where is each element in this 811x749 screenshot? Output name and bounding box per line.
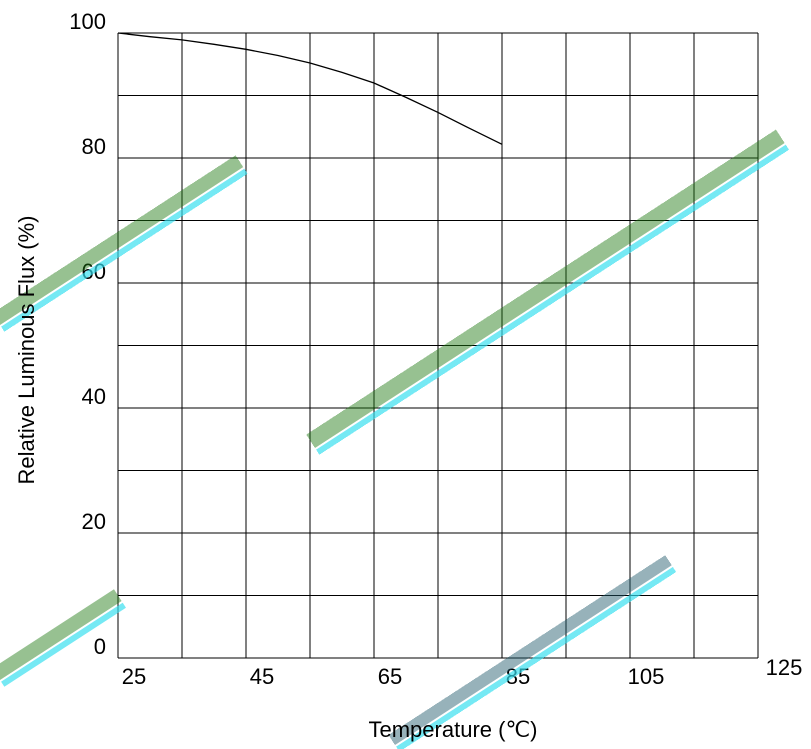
tick-labels: 25456585105125020406080100: [69, 9, 802, 689]
series-line: [117, 32, 503, 145]
watermark: [0, 129, 790, 749]
y-tick-label: 0: [94, 634, 106, 659]
y-tick-label: 80: [82, 134, 106, 159]
x-axis-title: Temperature (℃): [369, 717, 538, 742]
x-tick-label: 25: [122, 664, 146, 689]
grid: [117, 32, 759, 659]
x-tick-label: 45: [250, 664, 274, 689]
y-tick-label: 40: [82, 384, 106, 409]
x-tick-label: 105: [628, 664, 665, 689]
x-tick-label: 125: [766, 655, 803, 680]
y-axis-title: Relative Luminous Flux (%): [14, 216, 39, 485]
x-tick-label: 65: [378, 664, 402, 689]
y-tick-label: 20: [82, 509, 106, 534]
y-tick-label: 100: [69, 9, 106, 34]
series-layer: [117, 32, 503, 145]
